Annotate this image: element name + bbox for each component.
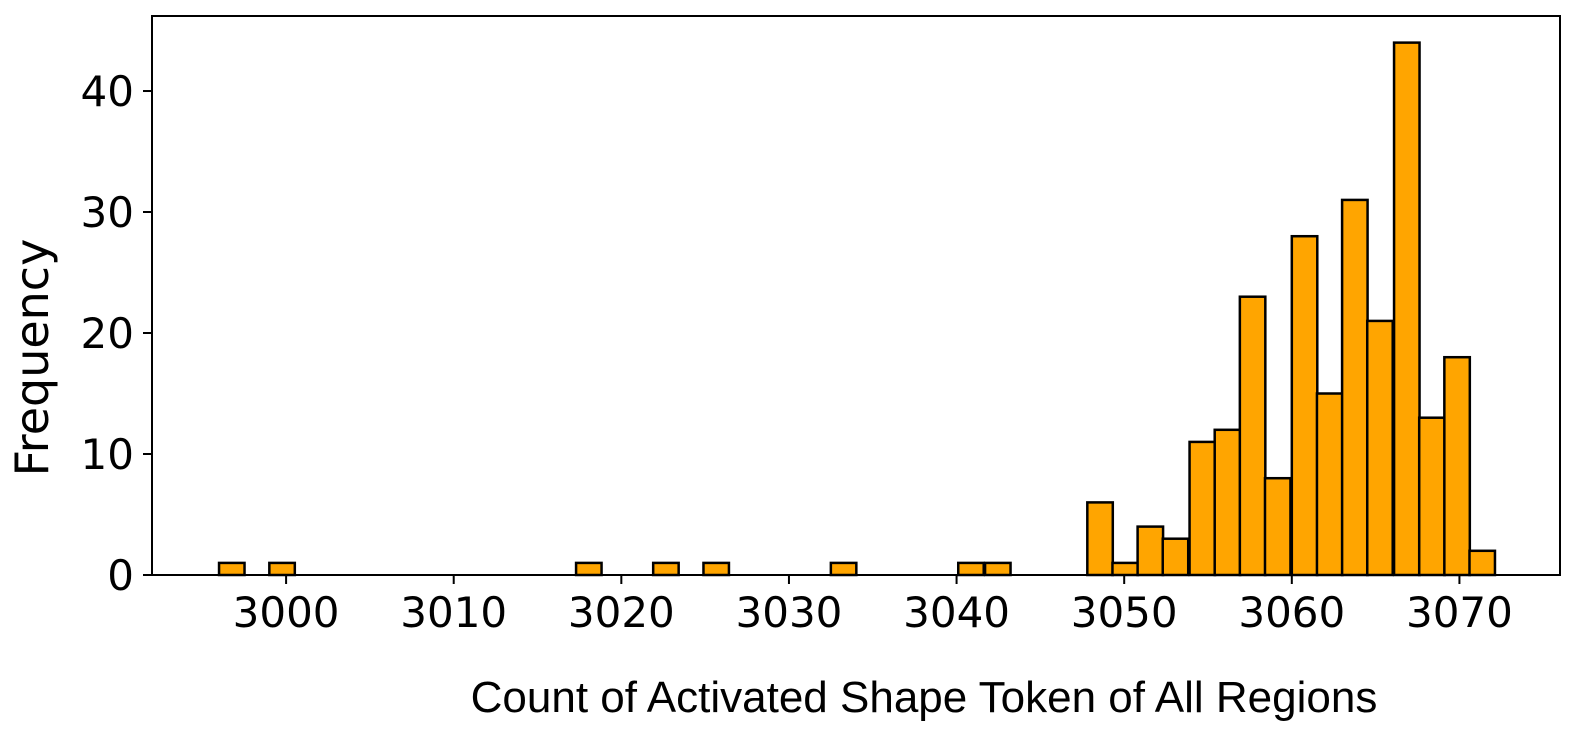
histogram-bar [1086, 501, 1115, 577]
x-tick-label: 3070 [1406, 588, 1513, 637]
histogram-bar [1315, 392, 1344, 577]
histogram-bar [702, 561, 731, 577]
x-axis-title: Count of Activated Shape Token of All Re… [471, 673, 1378, 722]
x-tick-label: 3040 [903, 588, 1010, 637]
y-axis-title: Frequency [5, 239, 59, 477]
histogram-bar [983, 561, 1012, 577]
x-tick-label: 3000 [233, 588, 340, 637]
histogram-bar [1136, 525, 1165, 577]
histogram-bar [1392, 41, 1421, 577]
x-axis-ticks: 3000 3010 3020 3030 3040 3050 3060 3070 [233, 575, 1513, 637]
histogram-bar [1468, 549, 1497, 577]
histogram-bar [1213, 428, 1242, 577]
y-tick-label: 10 [81, 430, 134, 479]
histogram-bar [1340, 198, 1369, 577]
plot-frame [151, 15, 1561, 576]
histogram-bar [829, 561, 858, 577]
histogram-bar [1290, 234, 1319, 577]
bars-layer [217, 41, 1497, 577]
y-tick-label: 40 [81, 67, 134, 116]
x-tick-label: 3050 [1071, 588, 1178, 637]
y-tick-label: 20 [81, 309, 134, 358]
histogram-bar [651, 561, 680, 577]
histogram-bar [217, 561, 246, 577]
histogram-bar [1111, 561, 1140, 577]
histogram-bar [1443, 355, 1472, 577]
histogram-bar [1161, 537, 1190, 577]
y-axis-ticks: 0 10 20 30 40 [81, 67, 152, 600]
x-tick-label: 3060 [1238, 588, 1345, 637]
x-tick-label: 3020 [568, 588, 675, 637]
y-tick-label: 0 [107, 551, 134, 600]
histogram-bar [574, 561, 603, 577]
histogram-bar [1417, 416, 1446, 577]
y-tick-label: 30 [81, 188, 134, 237]
histogram-bar [268, 561, 297, 577]
histogram-bar [1188, 440, 1217, 577]
histogram-bar [956, 561, 985, 577]
histogram-bar [1365, 319, 1394, 577]
histogram-bar [1238, 295, 1267, 577]
x-tick-label: 3030 [736, 588, 843, 637]
x-tick-label: 3010 [400, 588, 507, 637]
histogram-bar [1263, 476, 1292, 577]
